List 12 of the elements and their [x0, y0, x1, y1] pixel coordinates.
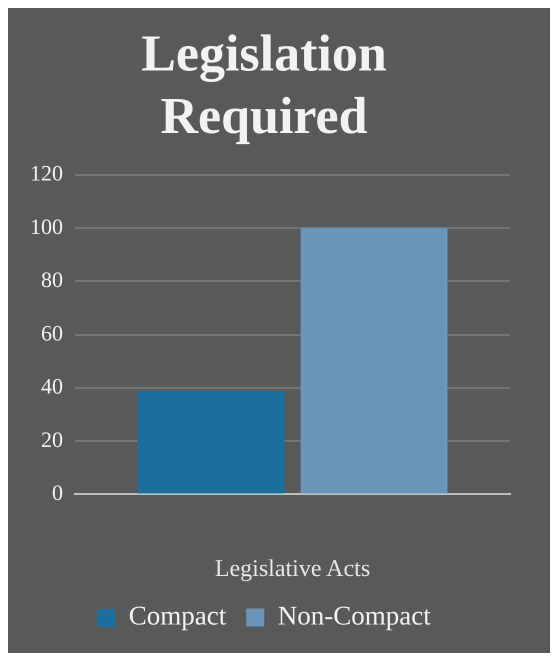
y-tick-label: 100	[30, 214, 63, 239]
y-tick-label: 40	[41, 374, 63, 399]
legend-label: Non-Compact	[278, 600, 432, 631]
y-tick-label: 0	[52, 480, 63, 506]
text: Legislation	[141, 26, 387, 83]
y-tick-label: 120	[30, 160, 63, 186]
x-axis-title: Legislative Acts	[214, 556, 370, 582]
text: Required	[160, 88, 368, 146]
y-tick-label: 80	[41, 267, 63, 292]
y-tick-label: 60	[41, 320, 63, 346]
legend-label: Compact	[128, 600, 227, 631]
y-tick-label: 20	[41, 426, 63, 452]
